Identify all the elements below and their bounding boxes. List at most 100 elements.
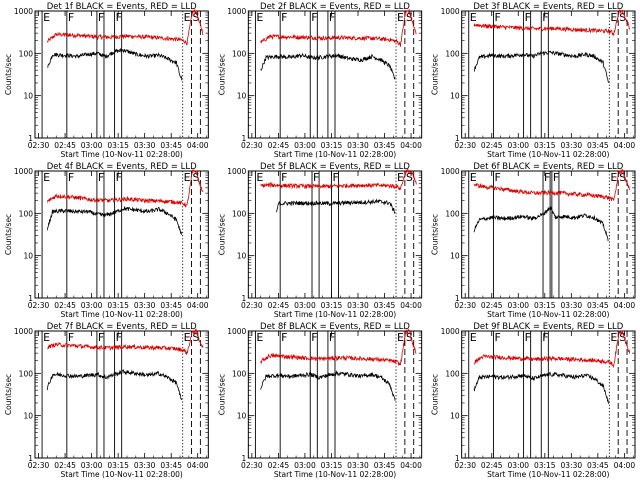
x-tick-label: 03:15 (321, 461, 343, 470)
x-tick-label: 02:30 (28, 461, 50, 470)
flare-marker-label: F (116, 11, 122, 24)
panel-title: Det 6f BLACK = Events, RED = LLD (473, 162, 623, 172)
event-marker-label: S (406, 171, 413, 184)
x-tick-label: 03:45 (374, 461, 396, 470)
x-tick-label: 02:45 (481, 301, 503, 310)
x-tick-label: 03:15 (107, 461, 129, 470)
y-axis-label: Counts/sec (431, 374, 440, 415)
y-axis-label: Counts/sec (217, 214, 226, 255)
flare-marker-label: F (553, 171, 559, 184)
event-marker-label: F (68, 11, 74, 24)
y-tick-label: 1000 (441, 327, 460, 336)
x-tick-label: 03:30 (134, 461, 156, 470)
event-marker-label: S (406, 11, 413, 24)
x-tick-label: 02:45 (54, 461, 76, 470)
y-tick-label: 10 (23, 412, 33, 421)
flare-marker-label: F (542, 11, 548, 24)
flare-marker-label: F (98, 171, 104, 184)
flare-marker-label: F (311, 11, 317, 24)
x-tick-label: 02:30 (241, 301, 263, 310)
x-tick-label: 02:45 (481, 141, 503, 150)
x-tick-label: 03:00 (294, 461, 316, 470)
x-tick-label: 03:30 (561, 301, 583, 310)
y-axis-label: Counts/sec (431, 54, 440, 95)
y-tick-label: 1 (455, 454, 460, 463)
x-axis-label: Start Time (10-Nov-11 02:28:00) (487, 470, 609, 479)
x-axis-label: Start Time (10-Nov-11 02:28:00) (274, 150, 396, 159)
event-marker-label: F (68, 171, 74, 184)
x-tick-label: 02:45 (268, 141, 290, 150)
y-axis-label: Counts/sec (217, 374, 226, 415)
y-tick-label: 100 (19, 369, 34, 378)
flare-marker-label: F (313, 171, 319, 184)
event-marker-label: E (43, 11, 50, 24)
event-marker-label: E (470, 171, 477, 184)
flare-marker-label: F (116, 171, 122, 184)
x-tick-label: 02:45 (481, 461, 503, 470)
event-marker-label: E (184, 331, 191, 344)
flare-marker-label: F (116, 331, 122, 344)
x-tick-label: 04:00 (187, 461, 209, 470)
detector-panel-9: Det 9f BLACK = Events, RED = LLD 1 10 100 10… (431, 322, 636, 479)
y-tick-label: 1000 (441, 7, 460, 16)
x-tick-label: 03:15 (534, 301, 556, 310)
events-series-line (473, 371, 609, 404)
y-axis-label: Counts/sec (431, 214, 440, 255)
event-marker-label: F (68, 331, 74, 344)
x-tick-label: 04:00 (400, 141, 422, 150)
y-tick-label: 1 (28, 294, 33, 303)
panel-title: Det 3f BLACK = Events, RED = LLD (473, 2, 623, 12)
event-marker-label: E (610, 171, 617, 184)
x-tick-label: 02:30 (28, 141, 50, 150)
event-marker-label: F (281, 11, 287, 24)
x-tick-label: 03:45 (587, 301, 609, 310)
detector-panel-6: Det 6f BLACK = Events, RED = LLD 1 10 100 10… (431, 162, 636, 319)
y-tick-label: 1000 (227, 167, 246, 176)
event-marker-label: E (397, 171, 404, 184)
x-tick-label: 03:00 (507, 301, 529, 310)
x-tick-label: 02:30 (454, 141, 476, 150)
event-marker-label: E (43, 171, 50, 184)
y-tick-label: 1000 (14, 327, 33, 336)
y-axis-label: Counts/sec (4, 374, 13, 415)
y-tick-label: 100 (232, 209, 247, 218)
event-marker-label: S (406, 331, 413, 344)
event-marker-label: S (619, 11, 626, 24)
x-tick-label: 03:15 (321, 301, 343, 310)
x-tick-label: 03:30 (561, 461, 583, 470)
x-tick-label: 03:45 (160, 141, 182, 150)
event-marker-label: E (256, 331, 263, 344)
y-tick-label: 1 (28, 134, 33, 143)
flare-marker-label: F (329, 331, 335, 344)
event-marker-label: S (193, 331, 200, 344)
detector-panel-8: Det 8f BLACK = Events, RED = LLD 1 10 100 10… (217, 322, 423, 479)
x-tick-label: 03:00 (81, 461, 103, 470)
y-tick-label: 100 (19, 209, 34, 218)
events-series-line (47, 48, 183, 81)
events-series-line (46, 369, 183, 401)
detector-panel-3: Det 3f BLACK = Events, RED = LLD 1 10 100 10… (431, 2, 636, 159)
x-tick-label: 03:30 (561, 141, 583, 150)
flare-marker-label: F (98, 11, 104, 24)
events-series-line (473, 205, 609, 242)
x-tick-label: 03:00 (81, 141, 103, 150)
panel-title: Det 2f BLACK = Events, RED = LLD (260, 2, 410, 12)
event-marker-label: E (397, 331, 404, 344)
x-tick-label: 03:00 (507, 461, 529, 470)
x-tick-label: 02:45 (54, 141, 76, 150)
x-tick-label: 03:00 (294, 301, 316, 310)
y-tick-label: 10 (450, 412, 460, 421)
event-marker-label: F (495, 11, 501, 24)
x-tick-label: 02:30 (241, 461, 263, 470)
plot-frame (461, 170, 636, 299)
event-marker-label: E (610, 11, 617, 24)
lld-series-line (260, 328, 417, 366)
x-tick-label: 03:45 (374, 141, 396, 150)
event-marker-label: E (470, 331, 477, 344)
y-tick-label: 100 (445, 209, 460, 218)
x-tick-label: 04:00 (614, 301, 636, 310)
y-tick-label: 10 (23, 92, 33, 101)
lld-series-line (47, 328, 204, 355)
event-marker-label: E (256, 171, 263, 184)
